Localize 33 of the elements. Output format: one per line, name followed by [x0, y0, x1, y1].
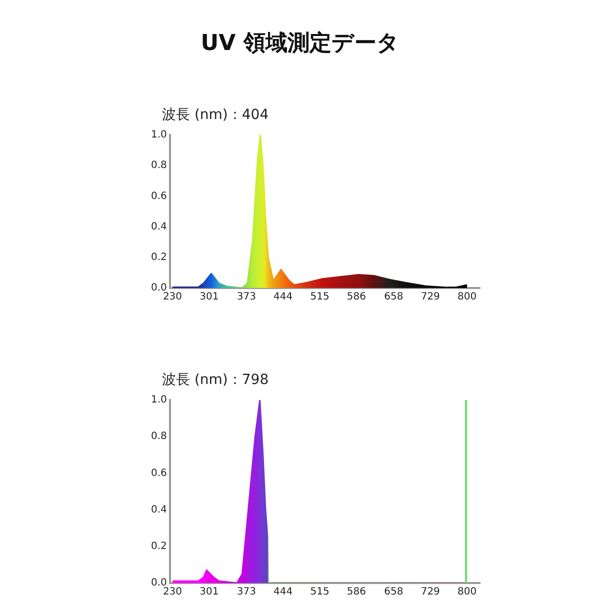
x-tick-label: 800 [458, 586, 477, 598]
y-tick-label: 0.0 [150, 578, 167, 589]
x-tick-label: 729 [420, 292, 440, 303]
chart-subtitle: 波長 (nm)：798 [162, 371, 270, 390]
y-tick-label: 0.2 [150, 252, 167, 263]
x-tick-label: 444 [274, 586, 293, 598]
y-tick-label: 1.0 [150, 394, 167, 406]
y-tick-label: 0.0 [150, 282, 167, 294]
y-tick-label: 0.8 [150, 431, 167, 442]
y-tick-label: 0.6 [150, 190, 167, 202]
y-tick-label: 0.4 [150, 221, 167, 232]
x-tick-label: 515 [310, 586, 330, 598]
y-tick-label: 0.8 [150, 160, 167, 172]
x-tick-label: 586 [346, 586, 366, 598]
x-tick-label: 658 [384, 586, 404, 598]
x-tick-label: 301 [200, 586, 219, 598]
x-tick-label: 586 [346, 292, 366, 303]
x-tick-label: 444 [274, 292, 293, 303]
y-tick-label: 0.2 [150, 540, 167, 552]
x-tick-label: 230 [162, 292, 182, 303]
chart-subtitle: 波長 (nm)：404 [162, 106, 270, 125]
x-tick-label: 800 [458, 292, 477, 303]
x-tick-label: 230 [162, 586, 182, 598]
x-tick-label: 373 [236, 292, 256, 303]
x-tick-label: 515 [310, 292, 330, 303]
y-tick-label: 0.4 [150, 504, 167, 516]
y-tick-label: 0.6 [150, 468, 167, 479]
x-tick-label: 301 [200, 292, 219, 303]
x-tick-label: 373 [236, 586, 256, 598]
y-tick-label: 1.0 [150, 130, 167, 141]
chart-title: UV 領域測定データ [200, 30, 400, 58]
x-tick-label: 729 [420, 586, 440, 598]
x-tick-label: 658 [384, 292, 404, 303]
